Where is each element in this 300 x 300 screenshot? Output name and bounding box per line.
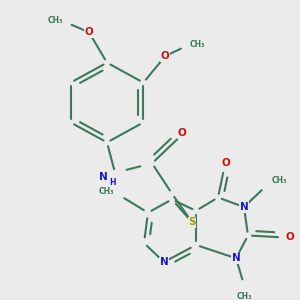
Text: O: O — [178, 128, 186, 138]
Text: CH₃: CH₃ — [47, 16, 63, 26]
Text: N: N — [232, 253, 240, 263]
Text: O: O — [161, 51, 170, 61]
Text: S: S — [188, 217, 196, 227]
Text: CH₃: CH₃ — [189, 40, 205, 49]
Text: N: N — [160, 257, 168, 267]
Text: N: N — [99, 172, 107, 182]
Text: CH₃: CH₃ — [236, 292, 252, 300]
Text: H: H — [109, 178, 115, 187]
Text: O: O — [286, 232, 294, 242]
Text: CH₃: CH₃ — [272, 176, 287, 185]
Text: O: O — [222, 158, 230, 168]
Text: O: O — [85, 27, 93, 37]
Text: CH₃: CH₃ — [98, 187, 114, 196]
Text: N: N — [240, 202, 248, 212]
